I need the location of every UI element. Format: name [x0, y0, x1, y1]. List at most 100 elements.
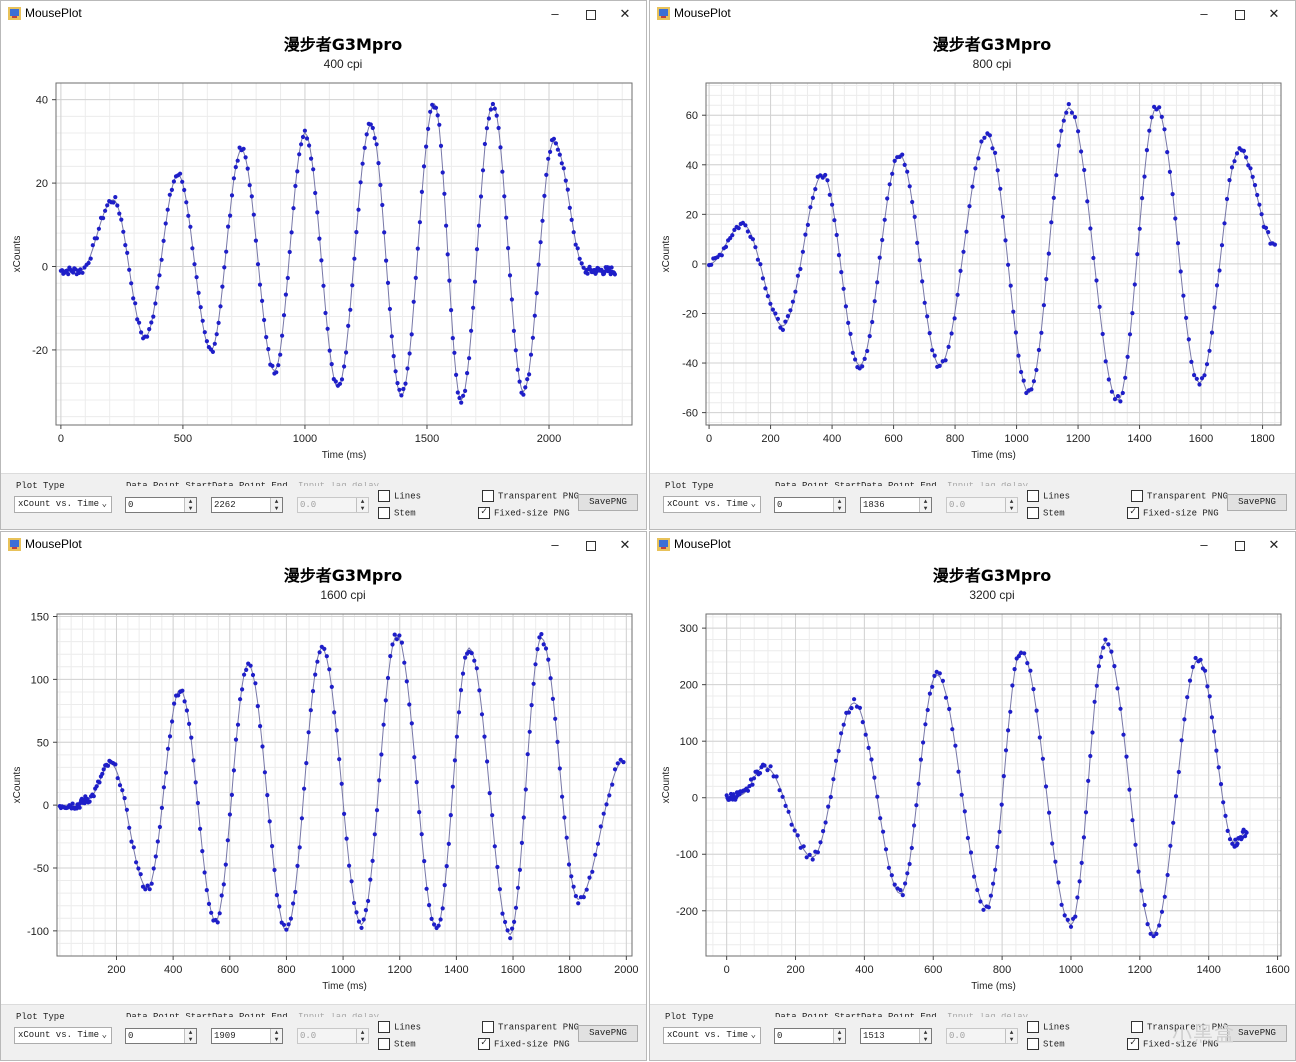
spinner-arrows-icon[interactable]: ▲ ▼ — [270, 498, 282, 512]
data-point-start-input[interactable]: 0 ▲ ▼ — [125, 1028, 197, 1044]
data-point — [573, 894, 579, 899]
data-point-start-input[interactable]: 0 ▲ ▼ — [125, 497, 197, 513]
fixed-size-png-checkbox[interactable]: ✓ Fixed-size PNG — [1127, 507, 1219, 519]
lines-checkbox[interactable]: Lines — [378, 490, 421, 502]
control-panel: Plot Type xCount vs. Time ⌄ Data Point S… — [1, 473, 646, 529]
data-point — [258, 724, 263, 729]
data-point — [233, 737, 239, 742]
data-point — [709, 262, 714, 267]
data-point — [1016, 353, 1021, 358]
plot-area[interactable] — [705, 82, 1282, 426]
data-point — [354, 230, 359, 235]
save-png-button[interactable]: SavePNG — [578, 494, 638, 511]
transparent-png-label: Transparent PNG — [498, 491, 580, 502]
data-point — [753, 245, 758, 250]
plot-area[interactable] — [55, 82, 633, 426]
save-png-button[interactable]: SavePNG — [578, 1025, 638, 1042]
spinner-arrows-icon[interactable]: ▲ ▼ — [184, 498, 196, 512]
stem-checkbox[interactable]: Stem — [1027, 507, 1065, 519]
data-point — [170, 719, 175, 724]
transparent-png-checkbox[interactable]: Transparent PNG — [1131, 490, 1228, 502]
transparent-png-checkbox[interactable]: Transparent PNG — [1131, 1021, 1228, 1033]
data-point — [525, 377, 530, 382]
data-point — [1112, 664, 1117, 669]
minimize-button[interactable]: – — [1200, 6, 1208, 21]
data-point-start-input[interactable]: 0 ▲ ▼ — [774, 497, 846, 513]
data-point — [449, 308, 454, 313]
data-point — [541, 642, 546, 647]
data-point — [1100, 331, 1105, 337]
minimize-button[interactable]: – — [551, 6, 559, 21]
data-point — [577, 256, 582, 261]
close-button[interactable]: ✕ — [1268, 537, 1280, 552]
data-point — [311, 167, 316, 172]
checkbox-icon: ✓ — [1127, 507, 1139, 519]
fixed-size-png-checkbox[interactable]: ✓ Fixed-size PNG — [1127, 1038, 1219, 1050]
transparent-png-checkbox[interactable]: Transparent PNG — [482, 1021, 579, 1033]
spinner-arrows-icon[interactable]: ▲ ▼ — [919, 1029, 931, 1043]
spinner-arrows-icon[interactable]: ▲ ▼ — [833, 498, 845, 512]
data-point — [332, 710, 337, 715]
data-point — [780, 327, 785, 332]
data-point — [1075, 895, 1080, 900]
data-point — [1012, 667, 1017, 672]
data-point-start-value: 0 — [777, 1031, 783, 1041]
maximize-button[interactable] — [1223, 3, 1257, 25]
fixed-size-png-checkbox[interactable]: ✓ Fixed-size PNG — [478, 507, 570, 519]
minimize-button[interactable]: – — [1200, 537, 1208, 552]
title-bar[interactable]: MousePlot – ✕ — [1, 1, 646, 27]
data-point — [800, 249, 805, 254]
data-point — [972, 874, 977, 879]
data-point — [363, 908, 368, 913]
data-point-start-input[interactable]: 0 ▲ ▼ — [774, 1028, 846, 1044]
close-button[interactable]: ✕ — [1268, 6, 1280, 21]
data-point-end-input[interactable]: 1909 ▲ ▼ — [211, 1028, 283, 1044]
data-point-end-input[interactable]: 1836 ▲ ▼ — [860, 497, 932, 513]
checkbox-icon — [1027, 1038, 1039, 1050]
stem-checkbox[interactable]: Stem — [378, 1038, 416, 1050]
lines-checkbox[interactable]: Lines — [1027, 490, 1070, 502]
spinner-arrows-icon[interactable]: ▲ ▼ — [833, 1029, 845, 1043]
data-point — [892, 158, 897, 163]
title-bar[interactable]: MousePlot – ✕ — [1, 532, 646, 558]
maximize-button[interactable] — [1223, 534, 1257, 556]
stem-checkbox[interactable]: Stem — [1027, 1038, 1065, 1050]
plot-type-select[interactable]: xCount vs. Time ⌄ — [663, 1027, 761, 1044]
plot-type-select[interactable]: xCount vs. Time ⌄ — [14, 496, 112, 513]
close-button[interactable]: ✕ — [619, 6, 631, 21]
data-point — [487, 791, 492, 796]
lines-checkbox[interactable]: Lines — [1027, 1021, 1070, 1033]
lines-checkbox[interactable]: Lines — [378, 1021, 421, 1033]
transparent-png-checkbox[interactable]: Transparent PNG — [482, 490, 579, 502]
data-point — [172, 701, 177, 706]
maximize-button[interactable] — [574, 3, 608, 25]
data-point — [793, 289, 798, 294]
close-button[interactable]: ✕ — [619, 537, 631, 552]
save-png-button[interactable]: SavePNG — [1227, 1025, 1287, 1042]
spinner-arrows-icon[interactable]: ▲ ▼ — [184, 1029, 196, 1043]
plot-area[interactable] — [56, 613, 633, 957]
plot-type-select[interactable]: xCount vs. Time ⌄ — [14, 1027, 112, 1044]
data-point-start-label: Data Point Start — [126, 1013, 212, 1017]
title-bar[interactable]: MousePlot – ✕ — [650, 532, 1295, 558]
data-point — [200, 318, 205, 323]
data-point — [602, 269, 607, 274]
data-point — [117, 783, 123, 788]
plot-type-select[interactable]: xCount vs. Time ⌄ — [663, 496, 761, 513]
title-bar[interactable]: MousePlot – ✕ — [650, 1, 1295, 27]
maximize-button[interactable] — [574, 534, 608, 556]
spinner-arrows-icon[interactable]: ▲ ▼ — [270, 1029, 282, 1043]
data-point — [1088, 753, 1093, 759]
save-png-button[interactable]: SavePNG — [1227, 494, 1287, 511]
fixed-size-png-checkbox[interactable]: ✓ Fixed-size PNG — [478, 1038, 570, 1050]
input-lag-delay-input: 0.0 ▲ ▼ — [946, 497, 1018, 513]
plot-area[interactable] — [705, 613, 1282, 957]
data-point — [1076, 129, 1081, 134]
spinner-arrows-icon[interactable]: ▲ ▼ — [919, 498, 931, 512]
data-point — [569, 874, 574, 879]
data-point-end-input[interactable]: 1513 ▲ ▼ — [860, 1028, 932, 1044]
stem-checkbox[interactable]: Stem — [378, 507, 416, 519]
data-point-end-input[interactable]: 2262 ▲ ▼ — [211, 497, 283, 513]
data-point — [70, 801, 75, 806]
minimize-button[interactable]: – — [551, 537, 559, 552]
